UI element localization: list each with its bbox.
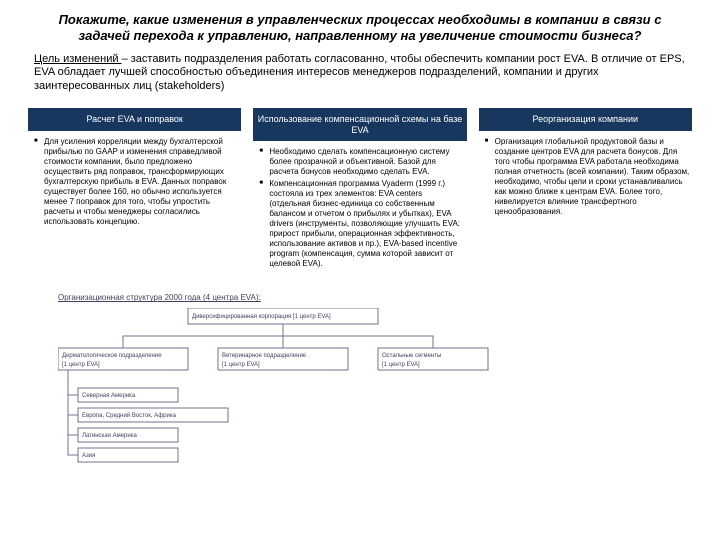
column-2-item: Компенсационная программа Vyaderm (1999 …: [263, 179, 464, 269]
column-1-item: Для усиления корреляции между бухгалтерс…: [38, 137, 239, 227]
slide: Покажите, какие изменения в управленческ…: [0, 0, 720, 540]
svg-text:Диверсифицированная корпорация: Диверсифицированная корпорация [1 центр …: [192, 314, 331, 320]
goal-label: Цель изменений: [34, 53, 122, 65]
svg-text:[1 центр EVA]: [1 центр EVA]: [382, 362, 420, 368]
org-chart-svg: Диверсифицированная корпорация [1 центр …: [58, 308, 498, 468]
svg-text:[1 центр EVA]: [1 центр EVA]: [62, 362, 100, 368]
slide-title: Покажите, какие изменения в управленческ…: [48, 12, 672, 45]
column-3: Реорганизация компании Организация глоба…: [479, 108, 692, 272]
column-3-item: Организация глобальной продуктовой базы …: [489, 137, 690, 217]
column-2-body: Необходимо сделать компенсационную систе…: [253, 141, 466, 271]
column-3-body: Организация глобальной продуктовой базы …: [479, 131, 692, 219]
column-1-body: Для усиления корреляции между бухгалтерс…: [28, 131, 241, 229]
svg-text:Европа, Средний Восток, Африка: Европа, Средний Восток, Африка: [82, 412, 177, 419]
svg-text:[1 центр EVA]: [1 центр EVA]: [222, 362, 260, 368]
column-2-head: Использование компенсационной схемы на б…: [253, 108, 466, 142]
goal-text: – заставить подразделения работать согла…: [34, 53, 685, 93]
column-2: Использование компенсационной схемы на б…: [253, 108, 466, 272]
diagram-title: Организационная структура 2000 года (4 ц…: [58, 293, 692, 302]
column-2-item: Необходимо сделать компенсационную систе…: [263, 147, 464, 177]
column-1-head: Расчет EVA и поправок: [28, 108, 241, 131]
svg-text:Северная Америка: Северная Америка: [82, 393, 136, 399]
svg-text:Дерматологическое подразделени: Дерматологическое подразделение: [62, 353, 162, 359]
svg-text:Латинская Америка: Латинская Америка: [82, 433, 137, 439]
goal-paragraph: Цель изменений – заставить подразделения…: [34, 53, 686, 94]
svg-text:Остальные сегменты: Остальные сегменты: [382, 353, 441, 359]
column-3-head: Реорганизация компании: [479, 108, 692, 131]
org-diagram: Организационная структура 2000 года (4 ц…: [28, 293, 692, 468]
svg-text:Азия: Азия: [82, 453, 95, 459]
columns: Расчет EVA и поправок Для усиления корре…: [28, 108, 692, 272]
column-1: Расчет EVA и поправок Для усиления корре…: [28, 108, 241, 272]
svg-text:Ветеринарное подразделение: Ветеринарное подразделение: [222, 353, 307, 359]
